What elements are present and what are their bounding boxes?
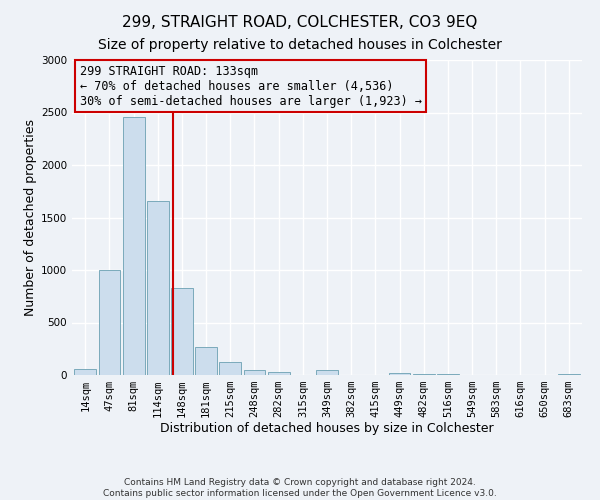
Text: Size of property relative to detached houses in Colchester: Size of property relative to detached ho… (98, 38, 502, 52)
Bar (123, 116, 145, 375)
Text: 299 STRAIGHT ROAD: 133sqm
← 70% of detached houses are smaller (4,536)
30% of se: 299 STRAIGHT ROAD: 133sqm ← 70% of detac… (80, 64, 422, 108)
Bar (171, 288, 193, 375)
Bar (389, 373, 410, 375)
Text: Contains HM Land Registry data © Crown copyright and database right 2024.
Contai: Contains HM Land Registry data © Crown c… (103, 478, 497, 498)
Y-axis label: Number of detached properties: Number of detached properties (24, 119, 37, 316)
Bar (147, 200, 169, 375)
Bar (195, 347, 217, 375)
Text: 299, STRAIGHT ROAD, COLCHESTER, CO3 9EQ: 299, STRAIGHT ROAD, COLCHESTER, CO3 9EQ (122, 15, 478, 30)
X-axis label: Distribution of detached houses by size in Colchester: Distribution of detached houses by size … (160, 422, 494, 434)
Bar (413, 374, 434, 375)
Bar (437, 374, 459, 375)
Bar (268, 372, 290, 375)
Bar (98, 270, 121, 375)
Bar (220, 362, 241, 375)
Bar (244, 370, 265, 375)
Bar (316, 370, 338, 375)
Bar (558, 374, 580, 375)
Bar (74, 369, 96, 375)
